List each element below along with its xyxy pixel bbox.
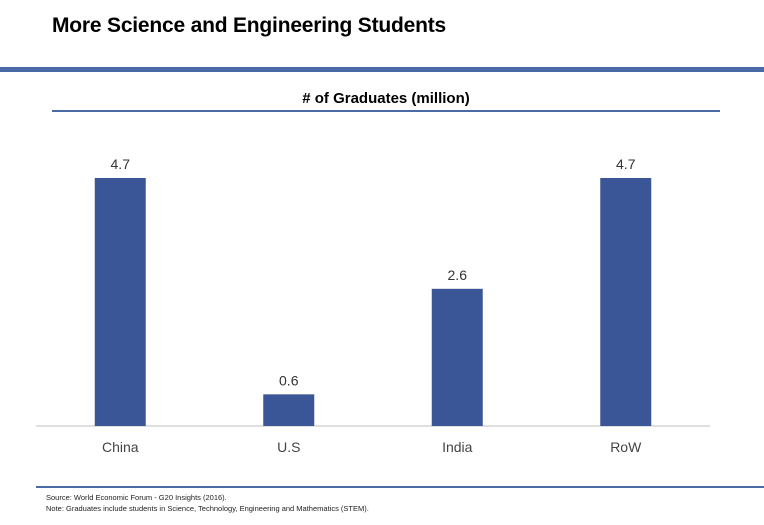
data-label-row: 4.7	[616, 156, 636, 172]
slide-title: More Science and Engineering Students	[52, 14, 447, 37]
x-tick-label-us: U.S	[277, 439, 300, 455]
data-label-china: 4.7	[111, 156, 131, 172]
data-label-us: 0.6	[279, 372, 299, 388]
x-tick-label-row: RoW	[610, 439, 642, 455]
chart-title: # of Graduates (million)	[302, 90, 470, 107]
bar-us	[263, 394, 315, 426]
footer-divider	[36, 486, 764, 488]
bar-india	[431, 288, 483, 426]
x-tick-label-india: India	[442, 439, 473, 455]
chart-title-divider	[52, 110, 720, 112]
data-label-india: 2.6	[448, 267, 468, 283]
stem-note: Note: Graduates include students in Scie…	[46, 504, 369, 513]
x-tick-label-china: China	[102, 439, 139, 455]
bar-china	[94, 178, 146, 426]
bar-row	[600, 178, 652, 426]
source-note: Source: World Economic Forum - G20 Insig…	[46, 493, 227, 502]
title-divider	[0, 67, 764, 72]
